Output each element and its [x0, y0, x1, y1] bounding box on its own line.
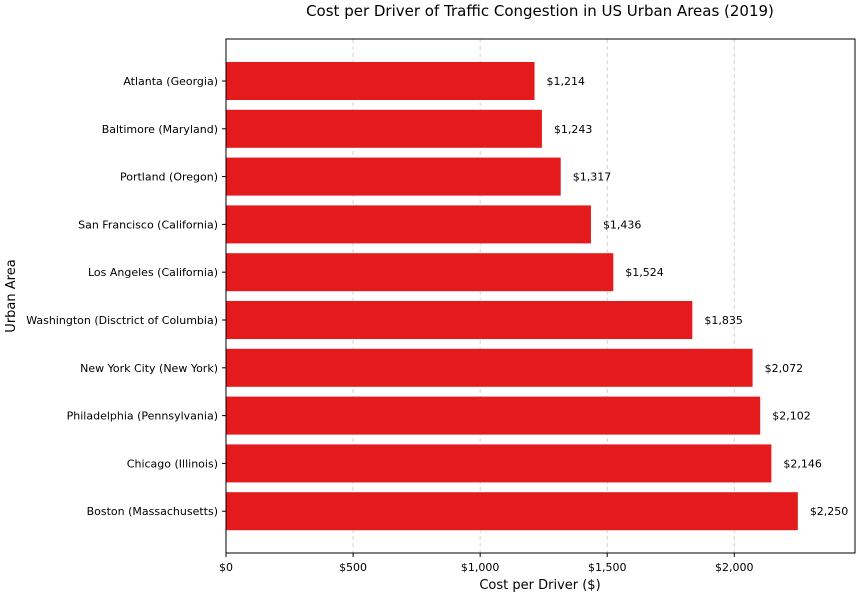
- bar: [226, 348, 753, 387]
- y-tick-label: San Francisco (California): [78, 218, 218, 231]
- bar: [226, 157, 561, 196]
- bar-value-label: $1,214: [547, 75, 586, 88]
- bars: [226, 62, 798, 531]
- bar-value-label: $2,102: [772, 410, 811, 423]
- bar: [226, 301, 693, 339]
- plot-frame: [225, 38, 856, 554]
- y-tick-label: Los Angeles (California): [88, 266, 218, 279]
- x-axis-label: Cost per Driver ($): [479, 578, 600, 593]
- bar: [226, 396, 761, 435]
- x-tick-label: $2,000: [715, 561, 754, 574]
- bar-value-label: $1,243: [554, 123, 593, 136]
- bar-value-label: $1,436: [603, 218, 642, 231]
- bar: [226, 205, 591, 244]
- y-tick-label: Chicago (Illinois): [127, 457, 218, 470]
- chart-title: Cost per Driver of Traffic Congestion in…: [306, 2, 774, 20]
- x-tick-label: $0: [219, 561, 233, 574]
- bar: [226, 253, 614, 292]
- y-tick-label: New York City (New York): [80, 362, 218, 375]
- y-tick-label: Boston (Massachusetts): [87, 505, 218, 518]
- y-tick-labels: Atlanta (Georgia) Baltimore (Maryland) Por…: [26, 75, 226, 518]
- bar: [226, 62, 535, 100]
- x-tick-label: $1,000: [461, 561, 500, 574]
- y-tick-label: Atlanta (Georgia): [123, 75, 218, 88]
- y-tick-label: Baltimore (Maryland): [102, 123, 218, 136]
- bar-value-label: $2,146: [783, 457, 822, 470]
- x-tick-label: $1,500: [588, 561, 627, 574]
- y-axis-label: Urban Area: [4, 259, 19, 332]
- bar-value-label: $2,250: [810, 505, 849, 518]
- bar-value-label: $1,317: [573, 171, 612, 184]
- y-tick-label: Philadelphia (Pennsylvania): [67, 410, 218, 423]
- data-labels: $1,214 $1,243 $1,317 $1,436 $1,524 $1,835 $2,0…: [547, 75, 849, 518]
- bar: [226, 109, 542, 148]
- x-tick-label: $500: [339, 561, 367, 574]
- y-tick-label: Portland (Oregon): [120, 171, 218, 184]
- x-tick-labels: $0 $500 $1,000 $1,500 $2,000: [219, 553, 754, 574]
- bar: [226, 444, 772, 483]
- bar-value-label: $2,072: [765, 362, 804, 375]
- bar-value-label: $1,835: [704, 314, 743, 327]
- y-tick-label: Washington (Disctrict of Columbia): [26, 314, 218, 327]
- bar-value-label: $1,524: [625, 266, 664, 279]
- bar: [226, 492, 798, 531]
